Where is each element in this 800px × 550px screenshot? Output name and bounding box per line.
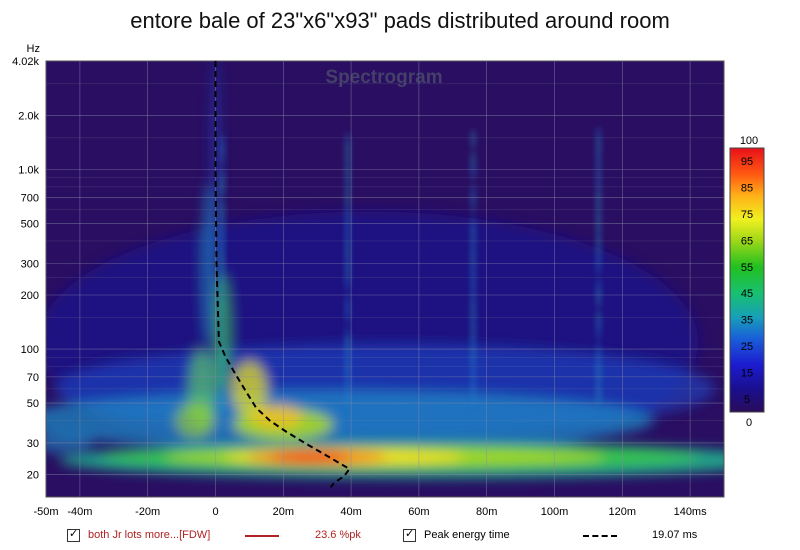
heatmap-speckle (219, 252, 226, 273)
heatmap-speckle (470, 269, 477, 290)
heatmap-speckle (219, 145, 226, 166)
peak-energy-curve (214, 61, 351, 488)
color-scale-tick-label: 95 (741, 156, 753, 168)
heatmap-speckle (470, 128, 477, 149)
heatmap-speckle (219, 177, 226, 198)
y-tick-label: 50 (27, 398, 39, 410)
x-tick-label: -50m (33, 506, 58, 518)
series-2-name[interactable]: Peak energy time (424, 529, 510, 541)
heatmap-speckle (344, 142, 351, 163)
y-tick-label: 4.02k (12, 56, 39, 68)
heatmap-speckle (470, 193, 477, 214)
y-unit-label: Hz (27, 43, 40, 55)
spectrogram-chart: Spectrogram Hz 4.02k2.0k1.0k700500300200… (12, 43, 765, 518)
plot-area (46, 61, 724, 497)
heatmap-region (270, 451, 351, 464)
heatmap-speckle (595, 158, 602, 179)
color-scale-bar (729, 147, 765, 413)
x-tick-label: 100m (541, 506, 569, 518)
color-scale: 100 95 85 75 65 55 45 35 25 15 5 0 (729, 135, 765, 429)
heatmap-speckle (595, 363, 602, 384)
heatmap-speckle (219, 382, 226, 403)
series-2-value: 19.07 ms (652, 529, 698, 541)
x-tick-label: 80m (476, 506, 497, 518)
color-scale-tick-label: 100 (740, 135, 758, 147)
x-tick-label: 60m (408, 506, 429, 518)
watermark-label: Spectrogram (325, 67, 442, 88)
color-scale-tick-label: 15 (741, 367, 753, 379)
heatmap-speckle (595, 287, 602, 308)
color-scale-tick-label: 65 (741, 235, 753, 247)
y-tick-label: 100 (21, 344, 39, 356)
color-scale-tick-label: 25 (741, 341, 753, 353)
heatmap-speckle (595, 255, 602, 276)
heatmap-speckle (595, 320, 602, 341)
legend: both Jr lots more...[FDW] 23.6 %pk Peak … (0, 526, 800, 546)
y-tick-label: 500 (21, 219, 39, 231)
y-tick-label: 700 (21, 192, 39, 204)
heatmap-speckle (470, 161, 477, 182)
series-1-line-swatch (245, 535, 279, 537)
y-tick-label: 20 (27, 470, 39, 482)
heatmap-speckle (595, 223, 602, 244)
color-scale-tick-label: 0 (746, 417, 752, 429)
y-tick-label: 200 (21, 290, 39, 302)
x-tick-label: 0 (212, 506, 218, 518)
heatmap-speckle (470, 365, 477, 386)
y-tick-label: 30 (27, 438, 39, 450)
color-scale-tick-label: 35 (741, 315, 753, 327)
series-1-checkbox[interactable] (67, 527, 80, 542)
heatmap-speckle (470, 236, 477, 257)
x-tick-label: -20m (135, 506, 160, 518)
heatmap-speckle (470, 333, 477, 354)
heatmap-speckle (219, 220, 226, 241)
heatmap-speckle (595, 126, 602, 147)
heatmap-speckle (344, 239, 351, 260)
x-tick-label: -40m (67, 506, 92, 518)
color-scale-tick-label: 45 (741, 288, 753, 300)
y-tick-label: 300 (21, 258, 39, 270)
chart-title: entore bale of 23"x6"x93" pads distribut… (130, 8, 670, 33)
heatmap-speckle (470, 387, 477, 408)
heatmap-speckle (344, 304, 351, 325)
heatmap-speckle (344, 379, 351, 400)
heatmap-speckle (344, 207, 351, 228)
x-tick-label: 40m (340, 506, 361, 518)
heatmap-speckle (344, 174, 351, 195)
color-scale-tick-label: 5 (744, 394, 750, 406)
series-2-checkbox[interactable] (403, 527, 416, 542)
heatmap-region (250, 404, 303, 429)
plot-border (45, 60, 725, 498)
y-tick-label: 70 (27, 372, 39, 384)
y-tick-label: 2.0k (18, 110, 39, 122)
x-tick-label: 140ms (674, 506, 708, 518)
heatmap-speckle (470, 301, 477, 322)
heatmap-speckle (595, 384, 602, 405)
series-2-line-swatch (583, 535, 617, 537)
y-tick-label: 1.0k (18, 164, 39, 176)
color-scale-tick-label: 75 (741, 209, 753, 221)
series-1-value: 23.6 %pk (315, 529, 361, 541)
heatmap-speckle (219, 317, 226, 338)
heatmap-speckle (595, 190, 602, 211)
heatmap-speckle (344, 271, 351, 292)
x-tick-label: 20m (273, 506, 294, 518)
series-1-name[interactable]: both Jr lots more...[FDW] (88, 529, 211, 541)
color-scale-tick-label: 85 (741, 183, 753, 195)
color-scale-tick-label: 55 (741, 262, 753, 274)
x-tick-label: 120m (609, 506, 637, 518)
